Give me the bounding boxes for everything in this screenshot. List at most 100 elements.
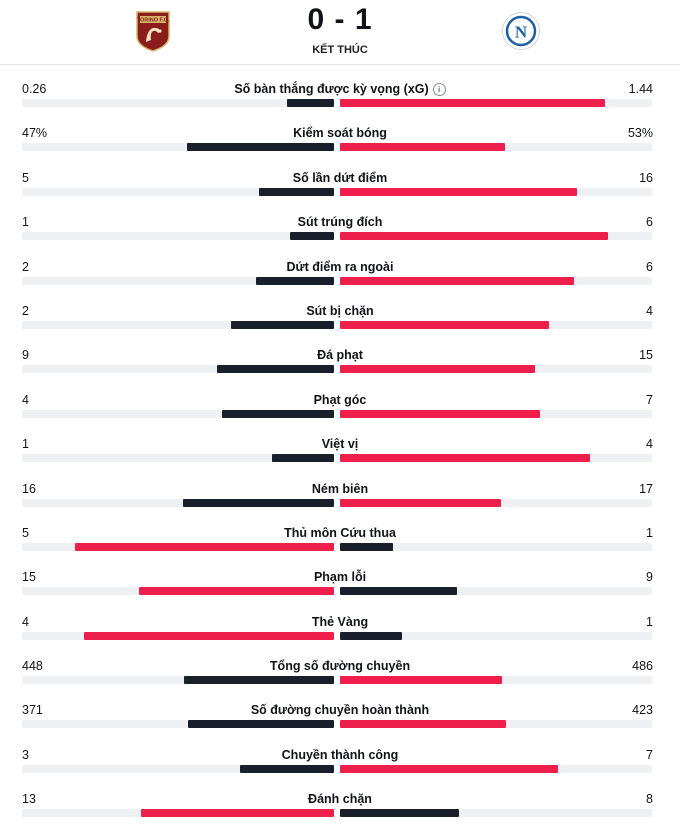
away-stat-bar [340, 143, 506, 152]
home-stat-track [22, 143, 334, 152]
stat-label-text: Số bàn thắng được kỳ vọng (xG) [234, 82, 429, 96]
home-team-logo[interactable]: TORINO F.C. [132, 10, 174, 52]
away-stat-bar [340, 542, 394, 551]
home-stat-bar [290, 232, 334, 241]
stat-label: Thủ môn Cứu thua [0, 525, 680, 541]
away-stat-track [340, 542, 652, 551]
stat-label-text: Sút bị chặn [306, 303, 374, 318]
away-stat-bar [340, 587, 457, 596]
away-stat-value: 1 [646, 614, 653, 629]
stat-label: Đánh chặn [0, 791, 680, 807]
match-status: KẾT THÚC [312, 44, 368, 56]
stat-label-text: Phạt góc [313, 392, 367, 407]
away-stat-bar [340, 454, 590, 463]
stat-row: 5 Số lần dứt điểm 16 [0, 155, 680, 199]
stat-row: 448 Tổng số đường chuyền 486 [0, 643, 680, 687]
home-stat-bar [240, 764, 334, 773]
away-stat-bar [340, 232, 609, 241]
away-stat-value: 6 [646, 259, 653, 274]
home-stat-value: 47% [22, 126, 48, 141]
home-stat-track [22, 631, 334, 640]
match-header: TORINO F.C. 0 - 1 KẾT THÚC N [0, 0, 680, 65]
away-stat-bar [340, 276, 574, 285]
home-stat-value: 16 [22, 481, 36, 496]
away-stat-value: 486 [632, 659, 653, 674]
stat-label-text: Dứt điểm ra ngoài [286, 259, 394, 274]
stat-label: Tổng số đường chuyền [0, 658, 680, 674]
home-stat-track [22, 320, 334, 329]
away-stat-track [340, 99, 652, 107]
away-stat-track [340, 454, 652, 463]
stat-label-text: Sút trúng đích [297, 215, 383, 230]
away-stat-track [340, 409, 652, 418]
stat-label: Dứt điểm ra ngoài [0, 259, 680, 275]
stat-label-text: Thẻ Vàng [311, 614, 369, 629]
home-stat-track [22, 99, 334, 107]
stat-label: Sút trúng đích [0, 214, 680, 230]
home-stat-track [22, 720, 334, 729]
stat-label: Thẻ Vàng [0, 614, 680, 630]
stat-label-text: Ném biên [311, 481, 369, 496]
home-stat-track [22, 587, 334, 596]
home-stat-value: 2 [22, 303, 29, 318]
away-stat-bar [340, 764, 559, 773]
home-stat-value: 4 [22, 392, 29, 407]
stat-label: Việt vị [0, 436, 680, 452]
stat-label: Sút bị chặn [0, 303, 680, 319]
home-stat-value: 371 [22, 703, 43, 718]
away-stat-bar [340, 720, 507, 729]
stat-row: 3 Chuyền thành công 7 [0, 732, 680, 776]
torino-crest-text: TORINO F.C. [137, 18, 170, 24]
home-stat-track [22, 187, 334, 196]
away-stat-track [340, 276, 652, 285]
stat-label: Chuyền thành công [0, 747, 680, 763]
stat-label: Số đường chuyền hoàn thành [0, 702, 680, 718]
away-stat-track [340, 143, 652, 152]
stat-row: 371 Số đường chuyền hoàn thành 423 [0, 687, 680, 731]
stat-row: 0.26 Số bàn thắng được kỳ vọng (xG) i 1.44 [0, 66, 680, 110]
info-icon[interactable]: i [432, 83, 446, 96]
stat-label-text: Thủ môn Cứu thua [284, 525, 396, 540]
away-stat-track [340, 676, 652, 685]
away-stat-value: 9 [646, 570, 653, 585]
home-stat-track [22, 676, 334, 685]
home-stat-bar [271, 454, 334, 463]
home-stat-bar [84, 631, 334, 640]
stat-label-text: Đánh chặn [308, 792, 372, 807]
away-stat-value: 4 [646, 303, 653, 318]
away-stat-value: 8 [646, 792, 653, 807]
home-stat-track [22, 764, 334, 773]
away-stat-value: 423 [632, 703, 653, 718]
stat-label-text: Đá phạt [317, 348, 363, 363]
stat-label: Số bàn thắng được kỳ vọng (xG) i [0, 81, 680, 97]
away-stat-track [340, 365, 652, 374]
home-stat-value: 15 [22, 570, 36, 585]
away-stat-track [340, 232, 652, 241]
away-stat-bar [340, 809, 459, 818]
stat-row: 16 Ném biên 17 [0, 466, 680, 510]
home-stat-value: 448 [22, 659, 43, 674]
away-stat-track [340, 720, 652, 729]
stat-row: 47% Kiểm soát bóng 53% [0, 110, 680, 154]
away-stat-value: 7 [646, 392, 653, 407]
home-stat-track [22, 809, 334, 818]
away-stat-value: 4 [646, 437, 653, 452]
home-stat-bar [259, 187, 334, 196]
napoli-crest-icon: N [502, 12, 540, 50]
home-stat-bar [188, 720, 334, 729]
stat-label: Kiểm soát bóng [0, 125, 680, 141]
home-stat-track [22, 232, 334, 241]
header-divider [0, 64, 680, 65]
stat-label: Số lần dứt điểm [0, 170, 680, 186]
stat-label-text: Việt vị [321, 437, 359, 452]
home-stat-track [22, 365, 334, 374]
home-stat-track [22, 454, 334, 463]
away-stat-track [340, 498, 652, 507]
away-stat-track [340, 631, 652, 640]
home-stat-value: 9 [22, 348, 29, 363]
away-stat-bar [340, 631, 403, 640]
away-team-logo[interactable]: N [500, 10, 542, 52]
home-stat-value: 0.26 [22, 82, 47, 96]
home-stat-track [22, 498, 334, 507]
torino-crest-icon: TORINO F.C. [136, 11, 170, 52]
